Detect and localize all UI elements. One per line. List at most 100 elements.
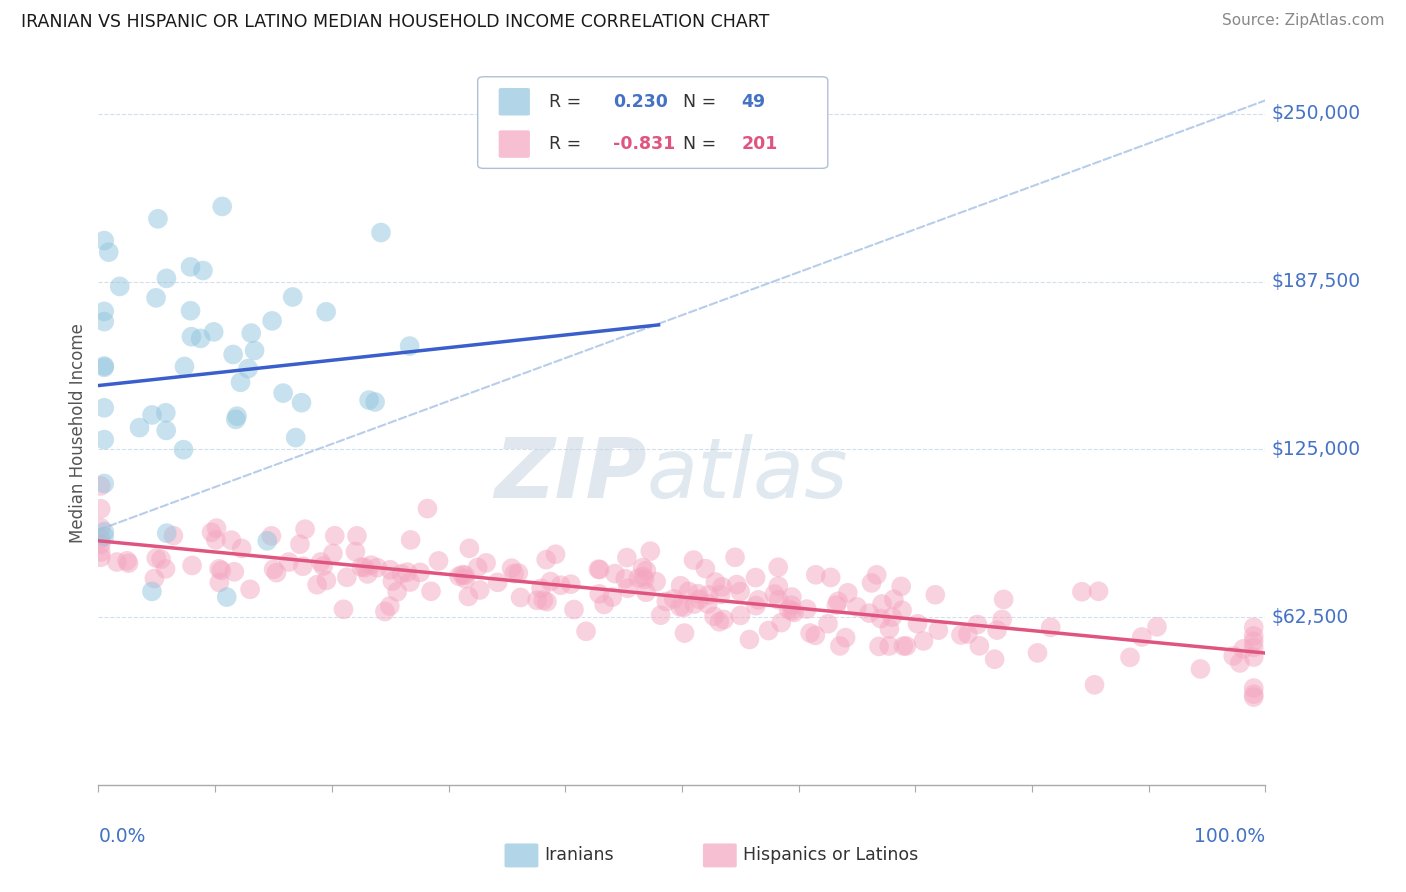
Text: $250,000: $250,000 bbox=[1271, 104, 1361, 123]
Text: $62,500: $62,500 bbox=[1271, 607, 1348, 627]
Point bbox=[534, 552, 557, 566]
Point bbox=[758, 624, 780, 638]
Point bbox=[501, 561, 523, 575]
Point bbox=[745, 599, 768, 613]
Point bbox=[263, 562, 285, 576]
Point bbox=[93, 433, 115, 447]
Point bbox=[260, 529, 283, 543]
Point bbox=[90, 479, 112, 493]
Point bbox=[869, 611, 891, 625]
Point bbox=[882, 610, 904, 624]
Point bbox=[451, 567, 474, 582]
FancyBboxPatch shape bbox=[499, 88, 530, 116]
Point bbox=[150, 552, 173, 566]
Text: 100.0%: 100.0% bbox=[1194, 827, 1265, 847]
Text: N =: N = bbox=[683, 93, 721, 111]
Point bbox=[640, 544, 662, 558]
Point bbox=[357, 393, 380, 408]
Point bbox=[768, 579, 790, 593]
Point bbox=[766, 560, 789, 574]
Point bbox=[662, 591, 685, 606]
Point bbox=[162, 528, 184, 542]
Point bbox=[294, 522, 316, 536]
Point bbox=[281, 290, 304, 304]
Point bbox=[1243, 650, 1265, 665]
Point bbox=[90, 532, 112, 546]
Point bbox=[593, 598, 616, 612]
Point bbox=[983, 652, 1005, 666]
Point bbox=[600, 590, 623, 604]
Point bbox=[225, 412, 247, 426]
Point bbox=[1229, 656, 1251, 670]
Point bbox=[1189, 662, 1212, 676]
Point bbox=[145, 291, 167, 305]
Point bbox=[1222, 648, 1244, 663]
Point bbox=[420, 584, 443, 599]
Y-axis label: Median Household Income: Median Household Income bbox=[69, 323, 87, 542]
Point bbox=[827, 594, 849, 608]
Point bbox=[778, 602, 800, 616]
Point bbox=[266, 566, 288, 580]
Point bbox=[503, 566, 526, 581]
Point bbox=[540, 574, 562, 589]
Point bbox=[288, 537, 311, 551]
Point bbox=[145, 551, 167, 566]
Point bbox=[672, 600, 695, 615]
Point bbox=[226, 409, 249, 424]
Point bbox=[93, 304, 115, 318]
Point bbox=[530, 582, 553, 596]
Point bbox=[180, 329, 202, 343]
Point bbox=[796, 602, 818, 616]
Point bbox=[860, 576, 883, 591]
Point bbox=[870, 597, 893, 611]
Point bbox=[284, 431, 307, 445]
Point bbox=[780, 598, 803, 612]
Point bbox=[90, 545, 112, 559]
Point bbox=[315, 574, 337, 588]
Point bbox=[190, 331, 212, 345]
Point bbox=[239, 582, 262, 597]
Point bbox=[650, 608, 672, 623]
Point bbox=[695, 562, 717, 576]
Point bbox=[804, 628, 827, 642]
Point bbox=[90, 501, 112, 516]
Point bbox=[1071, 584, 1094, 599]
Point bbox=[673, 626, 696, 640]
Point bbox=[560, 577, 582, 591]
Text: -0.831: -0.831 bbox=[613, 135, 675, 153]
Point bbox=[704, 574, 727, 589]
Point bbox=[222, 347, 245, 361]
Point bbox=[969, 639, 991, 653]
Point bbox=[562, 602, 585, 616]
Point bbox=[105, 555, 128, 569]
Point bbox=[277, 555, 299, 569]
Point bbox=[399, 574, 422, 589]
Point bbox=[458, 541, 481, 556]
Point bbox=[724, 550, 747, 565]
Point bbox=[1026, 646, 1049, 660]
Point bbox=[588, 587, 610, 601]
Point bbox=[356, 566, 378, 581]
Point bbox=[93, 234, 115, 248]
Point bbox=[315, 305, 337, 319]
Point bbox=[1232, 641, 1254, 656]
Point bbox=[93, 401, 115, 415]
Point bbox=[309, 555, 332, 569]
Point bbox=[155, 271, 177, 285]
Point bbox=[396, 565, 419, 579]
Point bbox=[271, 386, 294, 401]
Point bbox=[378, 599, 401, 613]
Point bbox=[550, 578, 572, 592]
Point bbox=[655, 594, 678, 608]
Point bbox=[468, 582, 491, 597]
Point bbox=[711, 580, 734, 594]
Point bbox=[202, 325, 225, 339]
Point bbox=[173, 442, 195, 457]
Text: 0.230: 0.230 bbox=[613, 93, 668, 111]
Point bbox=[633, 572, 655, 586]
Point bbox=[817, 616, 839, 631]
Point bbox=[155, 562, 177, 576]
Point bbox=[820, 570, 842, 584]
Point bbox=[332, 602, 354, 616]
Point bbox=[879, 622, 901, 636]
